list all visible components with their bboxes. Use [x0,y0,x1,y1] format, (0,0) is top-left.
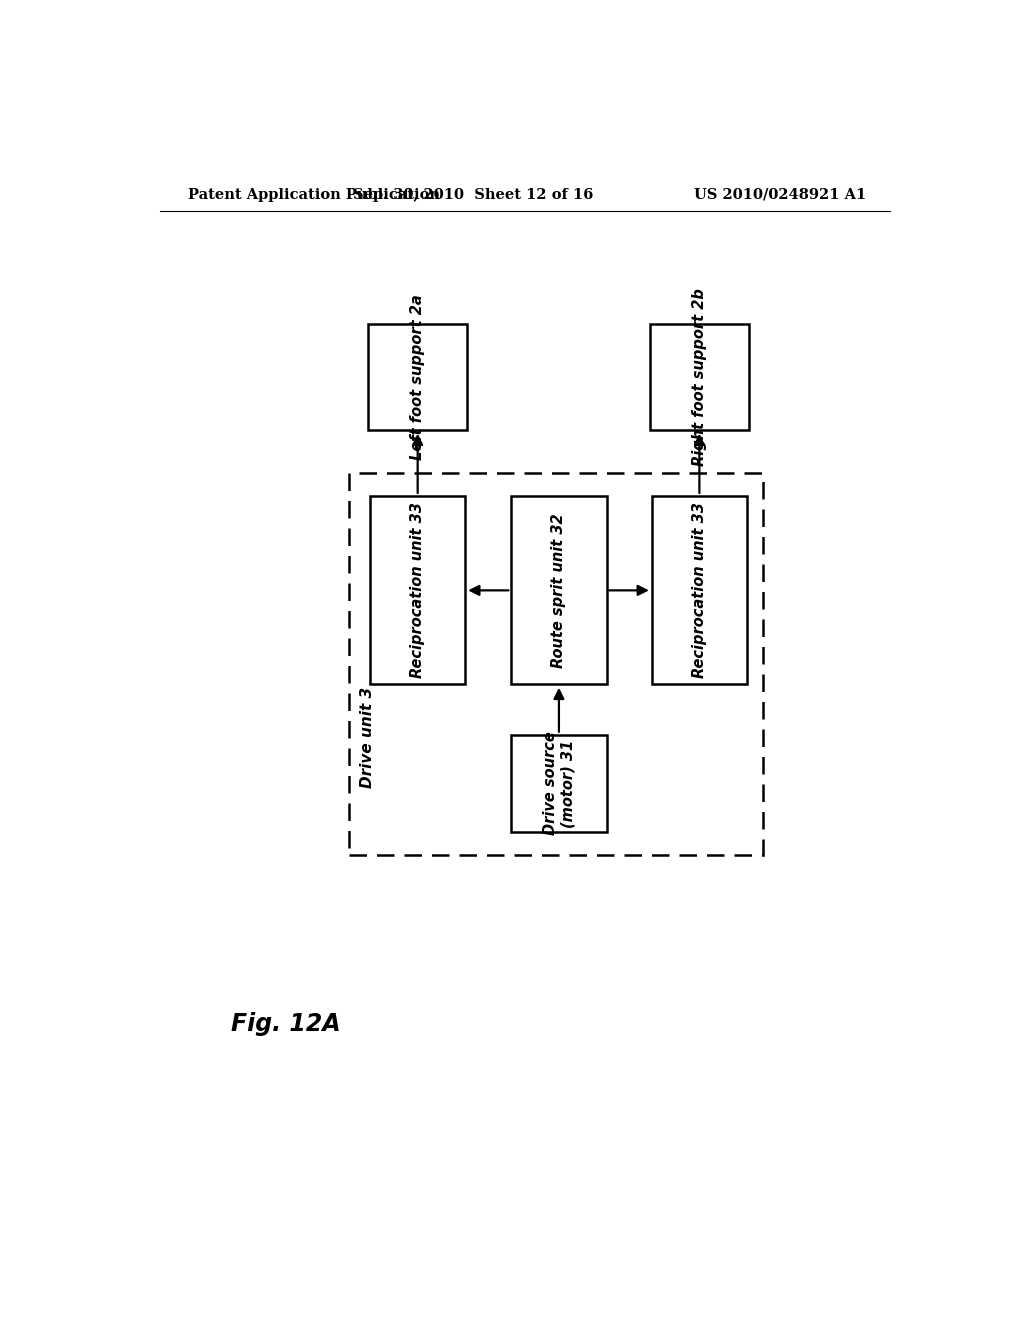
Text: Fig. 12A: Fig. 12A [231,1012,341,1036]
Bar [511,735,606,832]
Text: US 2010/0248921 A1: US 2010/0248921 A1 [694,187,866,202]
Text: Drive unit 3: Drive unit 3 [360,688,375,788]
Bar [370,496,465,684]
Text: Reciprocation unit 33: Reciprocation unit 33 [692,503,707,678]
Bar [511,496,606,684]
Bar [650,323,749,430]
Bar [348,474,763,854]
Text: Route sprit unit 32: Route sprit unit 32 [552,513,566,668]
Text: Left foot support 2a: Left foot support 2a [411,294,425,459]
Text: Drive source
(motor) 31: Drive source (motor) 31 [543,731,575,836]
Text: Sep. 30, 2010  Sheet 12 of 16: Sep. 30, 2010 Sheet 12 of 16 [353,187,593,202]
Text: Reciprocation unit 33: Reciprocation unit 33 [411,503,425,678]
Bar [651,496,746,684]
Bar [368,323,467,430]
Text: Patent Application Publication: Patent Application Publication [187,187,439,202]
Text: Right foot support 2b: Right foot support 2b [692,288,707,466]
